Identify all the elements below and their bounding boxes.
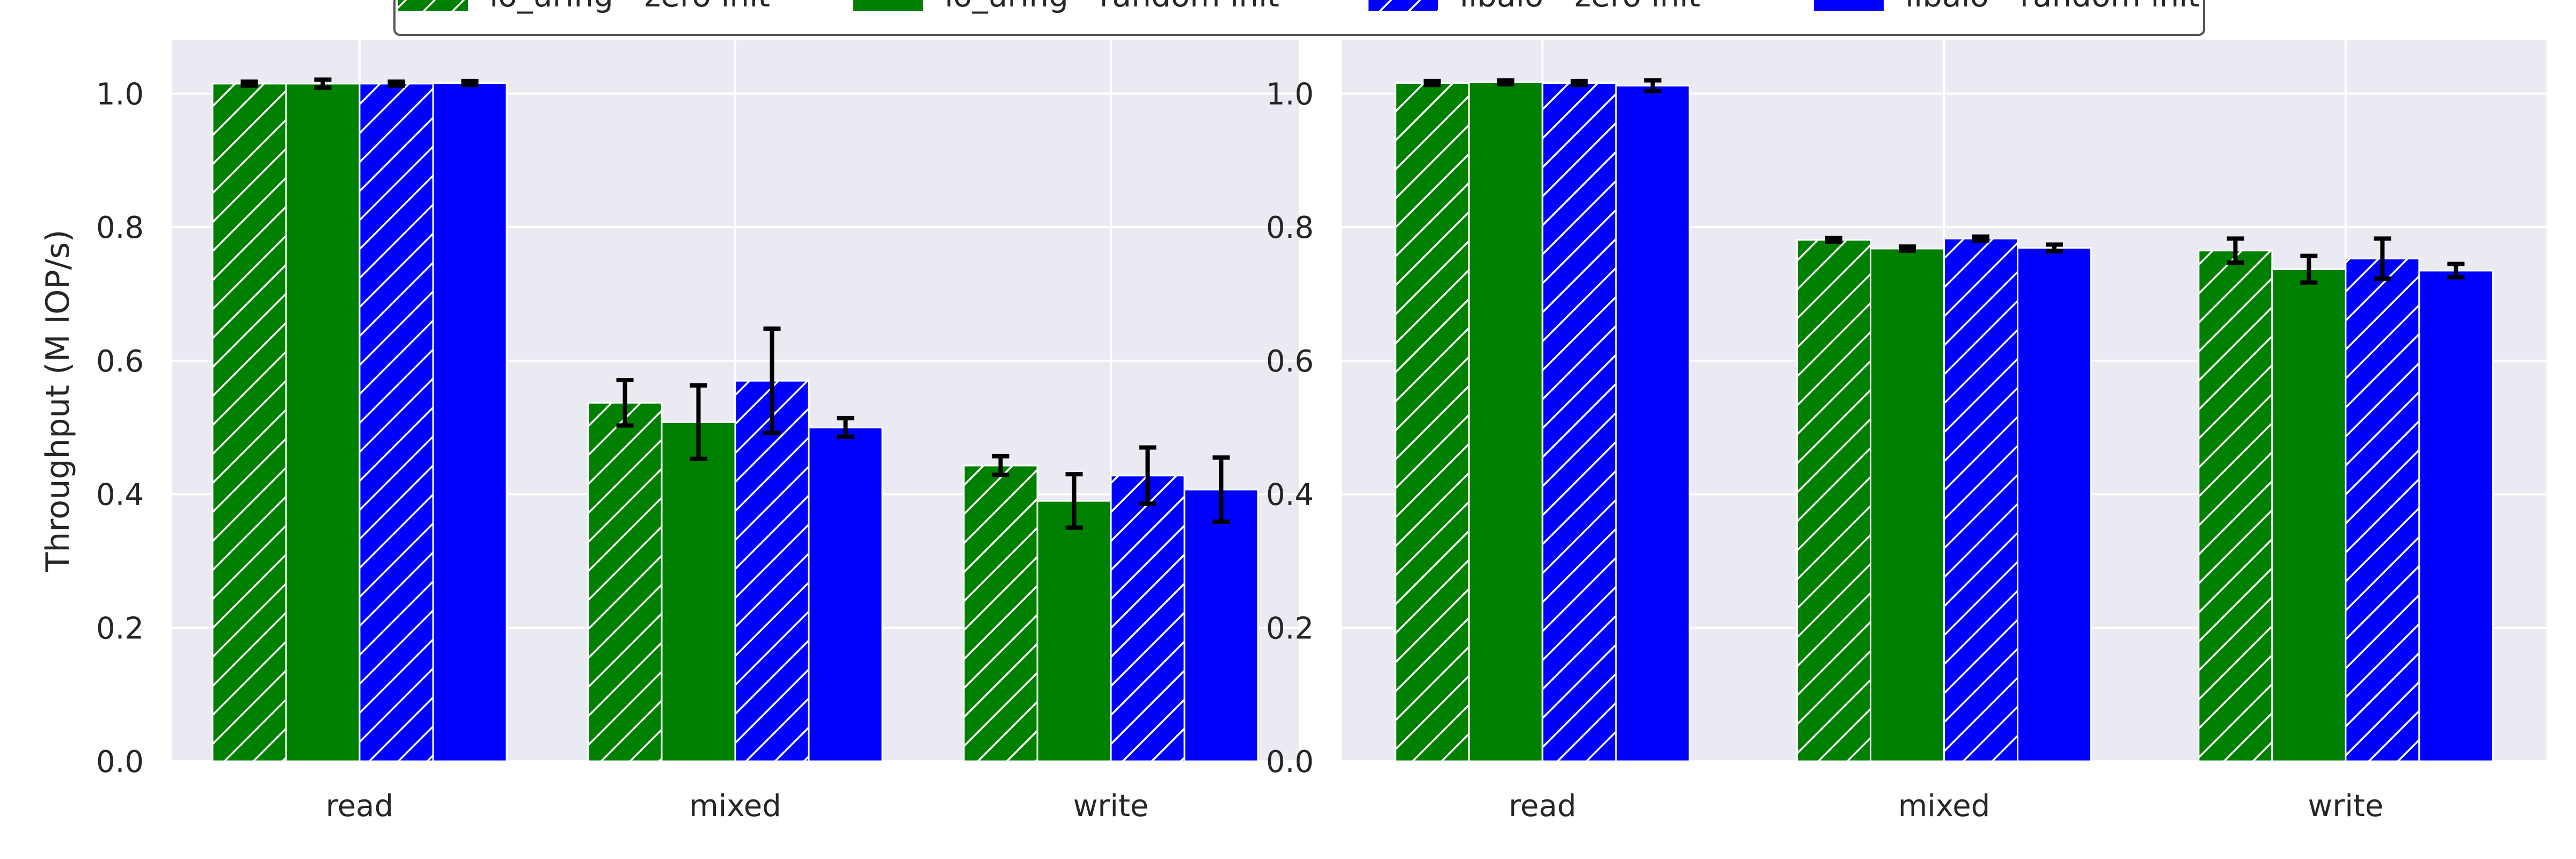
bar <box>432 82 508 762</box>
error-bar <box>1423 78 1441 88</box>
bar-hatch <box>1542 83 1616 761</box>
error-bar <box>992 454 1009 477</box>
bar-hatch <box>2198 250 2272 761</box>
y-tick-label: 0.2 <box>1266 611 1314 646</box>
legend-swatch-hatch <box>398 0 468 11</box>
error-bar <box>690 383 707 461</box>
y-tick-label: 0.4 <box>96 478 144 513</box>
bar <box>2418 270 2494 762</box>
legend-label: io_uring - zero init <box>489 0 770 14</box>
bar-hatch <box>213 83 286 761</box>
error-bar <box>2227 236 2244 265</box>
bar-hatch <box>360 83 433 761</box>
legend-label: io_uring - random init <box>945 0 1279 14</box>
y-tick-label: 0.2 <box>96 611 144 646</box>
legend-swatch-hatch <box>1368 0 1438 11</box>
error-bar <box>1972 234 1989 243</box>
bar-hatch <box>1797 239 1871 762</box>
error-bar <box>1139 445 1157 506</box>
bar-hatch <box>1944 238 2018 761</box>
x-tick-label: write <box>2308 789 2383 824</box>
y-tick-label: 0.4 <box>1266 478 1314 513</box>
bar-hatch <box>964 465 1037 761</box>
legend-entry: libaio - zero init <box>1368 0 1700 14</box>
bar-hatch <box>1395 83 1469 761</box>
chart-panel-2: 0.0 0.2 0.4 0.6 0.8 1.0 read mixed write <box>1266 40 2546 824</box>
bar <box>1870 247 1945 762</box>
error-bar <box>1899 244 1916 253</box>
bar-hatch <box>2345 258 2419 761</box>
error-bar <box>240 79 258 88</box>
legend-label: libaio - random init <box>1905 0 2200 14</box>
error-bar <box>837 416 854 439</box>
legend: io_uring - zero init io_uring - random in… <box>393 0 2205 36</box>
error-bar <box>1497 78 1514 87</box>
bar <box>1036 500 1112 762</box>
error-bar <box>314 77 332 90</box>
bar <box>2271 268 2347 762</box>
y-tick-label: 0.6 <box>96 344 144 379</box>
error-bar <box>763 326 781 435</box>
bar <box>1615 85 1690 762</box>
legend-entry: io_uring - zero init <box>398 0 770 14</box>
error-bar <box>2046 242 2063 253</box>
error-bar <box>1570 78 1588 88</box>
error-bar <box>461 78 479 88</box>
y-tick-label: 1.0 <box>96 77 144 112</box>
legend-label: libaio - zero init <box>1460 0 1700 14</box>
legend-swatch <box>1814 0 1884 11</box>
y-tick-label: 0.0 <box>1266 745 1314 780</box>
legend-box <box>393 0 2205 36</box>
y-tick-label: 0.8 <box>1266 210 1314 245</box>
x-tick-label: read <box>326 789 393 824</box>
bar <box>661 421 736 762</box>
error-bar <box>2300 253 2318 285</box>
x-tick-label: read <box>1509 789 1576 824</box>
y-tick-label: 0.0 <box>96 745 144 780</box>
y-tick-label: 0.6 <box>1266 344 1314 379</box>
legend-swatch <box>853 0 923 11</box>
error-bar <box>387 79 405 88</box>
y-tick-label: 1.0 <box>1266 77 1314 112</box>
error-bar <box>1212 455 1230 524</box>
x-tick-label: mixed <box>1898 789 1990 824</box>
error-bar <box>1644 78 1662 93</box>
bar <box>2017 247 2092 762</box>
x-tick-label: write <box>1073 789 1149 824</box>
error-bar <box>2374 236 2391 281</box>
chart-panel-1: 0.0 0.2 0.4 0.6 0.8 1.0 read mixed write Throughp… <box>39 40 1299 824</box>
bar-hatch <box>1111 475 1184 761</box>
legend-entry: libaio - random init <box>1814 0 2200 14</box>
bar-hatch <box>735 381 809 761</box>
bar-hatch <box>588 403 662 761</box>
x-tick-label: mixed <box>689 789 781 824</box>
error-bar <box>1825 236 1842 244</box>
error-bar <box>616 377 634 428</box>
bar <box>1183 489 1259 762</box>
bar <box>1468 81 1543 762</box>
error-bar <box>1065 472 1083 530</box>
error-bar <box>2447 261 2465 280</box>
bar <box>285 83 361 762</box>
y-axis-label: Throughput (M IOP/s) <box>39 230 77 573</box>
bar <box>808 426 883 762</box>
legend-entry: io_uring - random init <box>853 0 1279 14</box>
y-tick-label: 0.8 <box>96 210 144 245</box>
